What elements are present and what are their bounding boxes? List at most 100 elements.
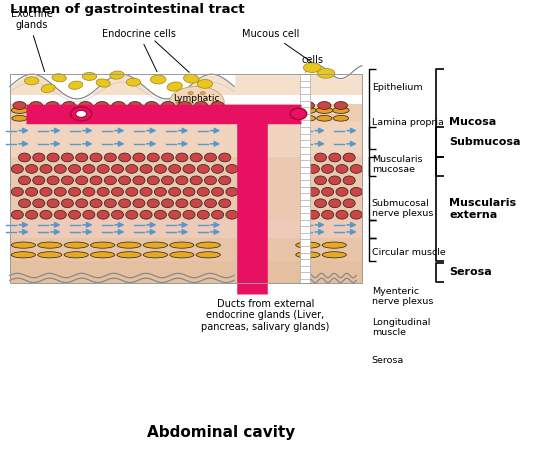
Ellipse shape	[195, 102, 208, 109]
Ellipse shape	[64, 252, 88, 258]
Ellipse shape	[18, 176, 30, 185]
Ellipse shape	[226, 187, 238, 196]
Ellipse shape	[118, 199, 131, 208]
Text: Submucosa: Submucosa	[449, 137, 521, 147]
Ellipse shape	[212, 101, 218, 104]
Ellipse shape	[169, 165, 181, 173]
Bar	[9, 220, 362, 238]
Ellipse shape	[226, 210, 238, 219]
Ellipse shape	[140, 165, 152, 173]
Ellipse shape	[133, 176, 145, 185]
Text: Lymphatic
(GALT): Lymphatic (GALT)	[174, 94, 220, 114]
Ellipse shape	[329, 176, 341, 185]
Bar	[9, 122, 362, 157]
Ellipse shape	[11, 210, 23, 219]
Ellipse shape	[90, 199, 102, 208]
Ellipse shape	[332, 107, 349, 113]
Ellipse shape	[111, 115, 126, 121]
Bar	[9, 261, 362, 284]
Ellipse shape	[315, 199, 327, 208]
Ellipse shape	[105, 199, 116, 208]
Ellipse shape	[219, 199, 231, 208]
Text: Lumen of gastrointestinal tract: Lumen of gastrointestinal tract	[9, 3, 244, 16]
Ellipse shape	[96, 102, 109, 109]
Text: Circular muscle: Circular muscle	[372, 248, 445, 257]
Ellipse shape	[47, 176, 59, 185]
Ellipse shape	[46, 102, 59, 109]
Ellipse shape	[318, 102, 331, 109]
Ellipse shape	[11, 252, 35, 258]
Text: Muscularis
externa: Muscularis externa	[449, 198, 517, 220]
Ellipse shape	[24, 77, 39, 85]
Ellipse shape	[69, 81, 83, 90]
Text: Epithelium: Epithelium	[372, 83, 422, 92]
Ellipse shape	[90, 153, 102, 162]
Ellipse shape	[45, 115, 60, 121]
Ellipse shape	[210, 115, 225, 121]
Text: Mucous cell: Mucous cell	[242, 29, 313, 63]
Ellipse shape	[127, 107, 143, 113]
Ellipse shape	[144, 115, 159, 121]
Text: Serosa: Serosa	[449, 267, 492, 278]
Ellipse shape	[69, 165, 81, 173]
Ellipse shape	[336, 210, 348, 219]
Ellipse shape	[71, 107, 92, 121]
Ellipse shape	[176, 107, 193, 113]
Ellipse shape	[77, 107, 94, 113]
Ellipse shape	[61, 153, 74, 162]
Ellipse shape	[329, 199, 341, 208]
Ellipse shape	[317, 115, 332, 121]
Ellipse shape	[44, 107, 61, 113]
Ellipse shape	[350, 165, 362, 173]
Text: Abdominal cavity: Abdominal cavity	[147, 425, 296, 440]
Ellipse shape	[176, 101, 181, 104]
Bar	[300, 74, 310, 284]
Ellipse shape	[47, 199, 59, 208]
Ellipse shape	[154, 187, 166, 196]
Ellipse shape	[205, 199, 217, 208]
Ellipse shape	[126, 187, 138, 196]
Ellipse shape	[147, 153, 159, 162]
Ellipse shape	[97, 187, 109, 196]
Ellipse shape	[133, 153, 145, 162]
Ellipse shape	[90, 176, 102, 185]
Ellipse shape	[47, 153, 59, 162]
Ellipse shape	[25, 210, 38, 219]
Ellipse shape	[11, 107, 28, 113]
Bar	[9, 74, 362, 95]
Ellipse shape	[112, 210, 123, 219]
Ellipse shape	[97, 210, 109, 219]
Ellipse shape	[193, 107, 210, 113]
Ellipse shape	[11, 242, 35, 248]
Ellipse shape	[183, 210, 195, 219]
Ellipse shape	[334, 102, 347, 109]
Ellipse shape	[94, 107, 111, 113]
Ellipse shape	[188, 101, 194, 104]
Ellipse shape	[28, 107, 44, 113]
Ellipse shape	[143, 107, 160, 113]
Ellipse shape	[79, 102, 92, 109]
Ellipse shape	[96, 79, 110, 87]
Ellipse shape	[28, 115, 44, 121]
Ellipse shape	[169, 86, 224, 119]
Ellipse shape	[197, 80, 213, 88]
Ellipse shape	[126, 210, 138, 219]
Bar	[9, 157, 362, 220]
Ellipse shape	[183, 187, 195, 196]
Ellipse shape	[197, 165, 210, 173]
Ellipse shape	[61, 176, 74, 185]
Ellipse shape	[38, 252, 62, 258]
Ellipse shape	[25, 165, 38, 173]
Ellipse shape	[296, 252, 320, 258]
Ellipse shape	[133, 199, 145, 208]
Ellipse shape	[226, 165, 238, 173]
Ellipse shape	[315, 153, 327, 162]
Ellipse shape	[161, 102, 175, 109]
Ellipse shape	[205, 176, 217, 185]
Ellipse shape	[126, 165, 138, 173]
Ellipse shape	[184, 74, 199, 83]
Ellipse shape	[336, 187, 348, 196]
Ellipse shape	[219, 176, 231, 185]
Ellipse shape	[111, 107, 127, 113]
Ellipse shape	[33, 176, 45, 185]
